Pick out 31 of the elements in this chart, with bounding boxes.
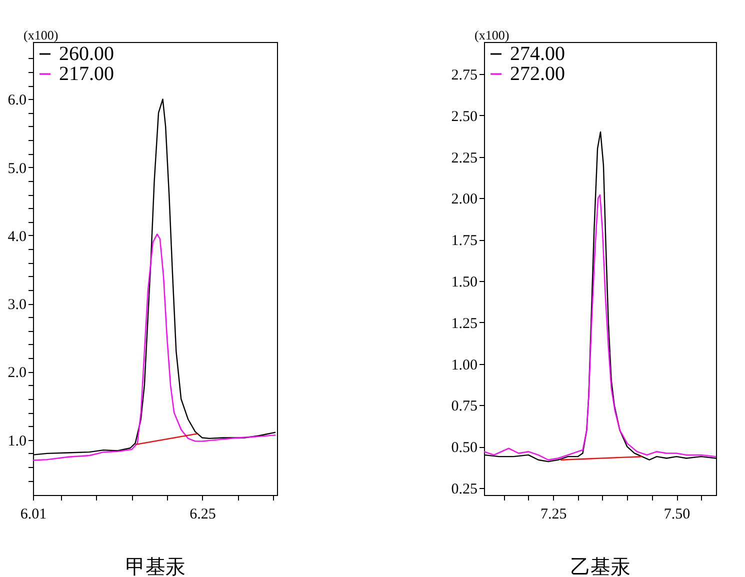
y-tick-label: 0.25 xyxy=(451,482,478,498)
y-tick-label: 2.00 xyxy=(451,192,478,208)
y-tick-label: 2.50 xyxy=(451,108,478,125)
y-tick-label: 0.50 xyxy=(451,440,478,456)
y-tick-label: 1.75 xyxy=(451,233,478,250)
x-tick-label: 6.25 xyxy=(190,506,216,522)
y-tick-label: 4.0 xyxy=(8,228,26,245)
x-axis-title: 甲基汞 xyxy=(126,556,186,577)
y-axis-title: (x100) xyxy=(474,28,510,42)
legend-label: 272.00 xyxy=(510,63,565,85)
y-tick-label: 1.25 xyxy=(451,316,478,332)
legend-label: 274.00 xyxy=(510,43,565,65)
y-tick-label: 1.0 xyxy=(8,433,26,450)
line-series xyxy=(33,234,276,461)
x-tick-label: 7.25 xyxy=(540,506,567,522)
y-tick-label: 0.75 xyxy=(451,398,478,415)
y-axis-title: (x100) xyxy=(24,28,58,42)
line-series xyxy=(484,194,716,460)
legend-label: 217.00 xyxy=(59,63,114,85)
y-tick-label: 2.0 xyxy=(8,365,26,382)
y-tick-label: 5.0 xyxy=(8,160,26,177)
legend-label: 260.00 xyxy=(59,43,114,65)
x-tick-label: 7.50 xyxy=(664,506,690,522)
y-tick-label: 2.75 xyxy=(451,67,478,84)
y-tick-label: 1.50 xyxy=(451,274,478,291)
y-tick-label: 6.0 xyxy=(8,92,26,109)
x-tick-label: 6.01 xyxy=(20,506,47,522)
y-tick-label: 2.25 xyxy=(451,150,478,166)
x-axis-title: 乙基汞 xyxy=(570,556,630,577)
y-tick-label: 1.00 xyxy=(451,357,478,374)
y-tick-label: 3.0 xyxy=(8,297,26,314)
